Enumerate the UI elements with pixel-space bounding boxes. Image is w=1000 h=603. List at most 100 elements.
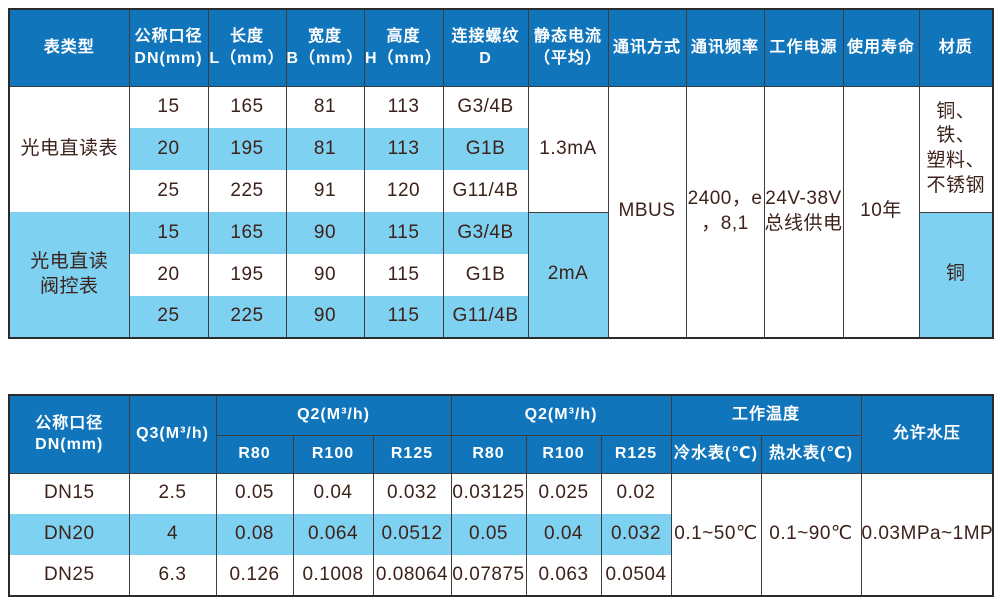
- t2-cell: DN15: [8, 473, 130, 514]
- t2-cell: 0.07875: [450, 555, 527, 596]
- t1-row-g2-dn25: 25 225 90 115 G11/4B: [9, 296, 993, 338]
- t1-header-comm-mode: 通讯方式: [607, 9, 687, 87]
- t2-pressure-cell: 0.03MPa~1MPa: [860, 473, 994, 596]
- t2-cell: 0.05: [215, 473, 294, 514]
- t2-cell: 0.064: [292, 514, 374, 555]
- t2-cell: 4: [128, 514, 217, 555]
- t2-cell: 0.032: [600, 514, 672, 555]
- t2-cold-temp-cell: 0.1~50℃: [670, 473, 762, 596]
- t1-material-g1: 铜、铁、 塑料、 不锈钢: [918, 86, 994, 213]
- t1-header-comm-freq: 通讯频率: [685, 9, 765, 87]
- t1-cell: 165: [207, 86, 287, 128]
- t2-cell: 0.04: [292, 473, 374, 514]
- t1-comm-freq-cell: 2400，e ，8,1: [685, 86, 765, 338]
- t1-cell: 113: [363, 86, 444, 128]
- t1-cell: G3/4B: [442, 212, 529, 254]
- t2-cell: 0.03125: [450, 473, 527, 514]
- t2-cell: 0.08: [215, 514, 294, 555]
- t1-cell: 115: [363, 254, 444, 296]
- t1-material-g2: 铜: [918, 212, 994, 338]
- t2-cell: 0.025: [525, 473, 602, 514]
- t1-header-material: 材质: [918, 9, 994, 87]
- t2-subheader-r100-b: R100: [525, 435, 602, 474]
- t1-static-current-g2: 2mA: [527, 212, 609, 338]
- t2-header-pressure: 允许水压: [860, 395, 994, 474]
- t2-header-dn: 公称口径 DN(mm): [8, 395, 130, 474]
- t2-cell: 2.5: [128, 473, 217, 514]
- t2-hot-temp-cell: 0.1~90℃: [760, 473, 862, 596]
- t1-cell: 195: [207, 128, 287, 170]
- t2-subheader-r125-a: R125: [372, 435, 452, 474]
- t1-lifespan-cell: 10年: [842, 86, 920, 338]
- t2-cell: 0.126: [215, 555, 294, 596]
- t2-subheader-r80-b: R80: [450, 435, 527, 474]
- t1-cell: 81: [285, 128, 365, 170]
- t2-header-temp: 工作温度: [670, 395, 862, 436]
- t1-cell: 120: [363, 170, 444, 212]
- t1-cell: G1B: [442, 254, 529, 296]
- t2-cell: 0.0504: [600, 555, 672, 596]
- t2-header-q3: Q3(M³/h): [128, 395, 217, 474]
- t2-cell: DN20: [8, 514, 130, 555]
- t1-header-row: 表类型 公称口径 DN(mm) 长度 L（mm） 宽度 B（mm） 高度 H（m…: [8, 9, 994, 87]
- t1-cell: G1B: [442, 128, 529, 170]
- t1-header-length: 长度 L（mm）: [207, 9, 287, 87]
- t2-cell: 0.05: [450, 514, 527, 555]
- t1-cell: G11/4B: [442, 170, 529, 212]
- t1-cell: 91: [285, 170, 365, 212]
- t2-subheader-cold: 冷水表(℃): [670, 435, 762, 474]
- t1-cell: 225: [207, 296, 287, 338]
- t2-subheader-r125-b: R125: [600, 435, 672, 474]
- t1-row-g2-dn15: 光电直读 阀控表 15 165 90 115 G3/4B 2mA 铜: [8, 212, 994, 338]
- t1-cell: 15: [128, 212, 209, 254]
- t1-cell: 20: [128, 128, 209, 170]
- t1-cell: 115: [363, 212, 444, 254]
- t1-row-g2-dn20: 20 195 90 115 G1B: [9, 254, 993, 296]
- t1-cell: 225: [207, 170, 287, 212]
- t2-cell: 0.04: [525, 514, 602, 555]
- t1-cell: 165: [207, 212, 287, 254]
- t1-header-height: 高度 H（mm）: [363, 9, 444, 87]
- t2-cell: 0.02: [600, 473, 672, 514]
- t1-header-meter-type: 表类型: [8, 9, 130, 87]
- t1-group1-label: 光电直读表: [8, 86, 130, 212]
- t1-row-g1-dn20: 20 195 81 113 G1B: [9, 128, 993, 170]
- t1-header-thread: 连接螺纹 D: [442, 9, 529, 87]
- t1-comm-mode-cell: MBUS: [607, 86, 687, 338]
- t1-row-g1-dn25: 25 225 91 120 G11/4B: [9, 170, 993, 212]
- t1-group2-label: 光电直读 阀控表: [8, 212, 130, 338]
- t2-cell: 0.032: [372, 473, 452, 514]
- t1-static-current-g1: 1.3mA: [527, 86, 609, 213]
- t1-cell: 81: [285, 86, 365, 128]
- t1-cell: 195: [207, 254, 287, 296]
- t2-header-row-1: 公称口径 DN(mm) Q3(M³/h) Q2(M³/h) Q2(M³/h) 工…: [8, 395, 994, 474]
- meter-dimension-table: 表类型 公称口径 DN(mm) 长度 L（mm） 宽度 B（mm） 高度 H（m…: [8, 8, 994, 339]
- t1-cell: 25: [128, 170, 209, 212]
- t2-header-row-2: R80 R100 R125 R80 R100 R125 冷水表(℃) 热水表(℃…: [9, 435, 993, 474]
- t1-cell: 113: [363, 128, 444, 170]
- meter-flow-table: 公称口径 DN(mm) Q3(M³/h) Q2(M³/h) Q2(M³/h) 工…: [8, 394, 995, 597]
- t2-cell: 0.1008: [292, 555, 374, 596]
- t1-cell: 90: [285, 254, 365, 296]
- t2-cell: 0.063: [525, 555, 602, 596]
- t1-header-width: 宽度 B（mm）: [285, 9, 365, 87]
- t1-cell: 115: [363, 296, 444, 338]
- t1-cell: G11/4B: [442, 296, 529, 338]
- t1-cell: 20: [128, 254, 209, 296]
- t1-cell: 90: [285, 296, 365, 338]
- t2-subheader-hot: 热水表(℃): [760, 435, 862, 474]
- t2-subheader-r100-a: R100: [292, 435, 374, 474]
- t2-subheader-r80-a: R80: [215, 435, 294, 474]
- t1-header-lifespan: 使用寿命: [842, 9, 920, 87]
- t1-cell: 25: [128, 296, 209, 338]
- t2-row-dn20: DN20 4 0.08 0.064 0.0512 0.05 0.04 0.032: [8, 514, 993, 555]
- t1-cell: 90: [285, 212, 365, 254]
- table-gap: [8, 339, 992, 394]
- t2-cell: 0.0512: [372, 514, 452, 555]
- t1-power-cell: 24V-38V 总线供电: [763, 86, 844, 338]
- t1-header-dn: 公称口径 DN(mm): [128, 9, 209, 87]
- t2-header-q2-group1: Q2(M³/h): [215, 395, 452, 436]
- t2-cell: DN25: [8, 555, 130, 596]
- t2-header-q2-group2: Q2(M³/h): [450, 395, 672, 436]
